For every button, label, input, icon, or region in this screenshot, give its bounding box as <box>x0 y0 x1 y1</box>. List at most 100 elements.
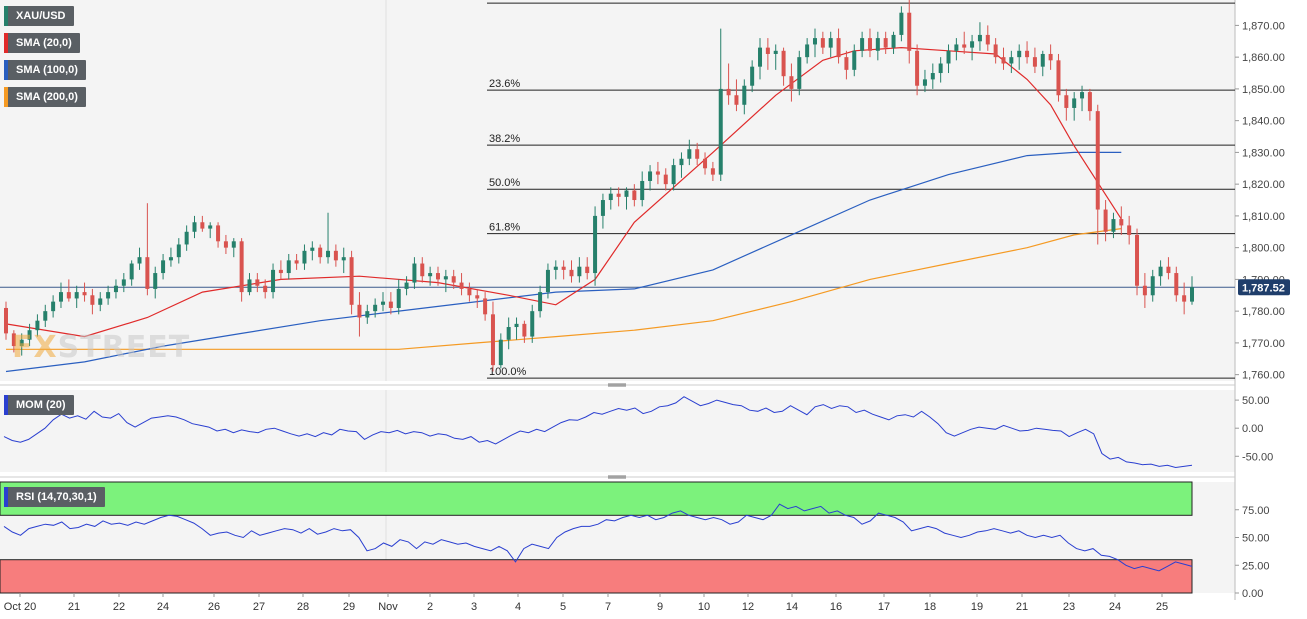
legend-mom[interactable]: MOM (20) <box>4 395 74 415</box>
candle-body <box>1119 219 1124 226</box>
candle-body <box>789 76 794 89</box>
candle-body <box>255 279 260 286</box>
legend-swatch-price <box>4 6 8 26</box>
fib-label: 23.6% <box>489 78 520 90</box>
y-tick-label: 1,800.00 <box>1242 243 1285 255</box>
candle-body <box>585 266 590 274</box>
y-tick-label: 1,870.00 <box>1242 20 1285 32</box>
candle-body <box>247 279 252 293</box>
fib-label: 38.2% <box>489 133 520 145</box>
candle-body <box>216 225 221 242</box>
candle-body <box>302 250 307 264</box>
candle-body <box>812 38 817 45</box>
candle-body <box>82 292 87 296</box>
y-tick-label: 1,820.00 <box>1242 179 1285 191</box>
rsi-y-tick-label: 25.00 <box>1242 560 1270 572</box>
legend-swatch-mom <box>4 395 8 415</box>
candle-body <box>1103 209 1108 232</box>
rsi-overbought-zone <box>0 481 1193 516</box>
candle-body <box>561 266 566 270</box>
candle-body <box>899 12 904 35</box>
candle-body <box>773 50 778 54</box>
candle-body <box>428 273 433 277</box>
y-tick-label: 1,850.00 <box>1242 84 1285 96</box>
candle-body <box>223 241 228 248</box>
candle-body <box>891 34 896 48</box>
x-tick-label: 26 <box>208 601 220 613</box>
rsi-y-tick-label: 0.00 <box>1242 588 1263 600</box>
candle-body <box>239 241 244 293</box>
candle-body <box>977 34 982 42</box>
candle-body <box>404 282 409 289</box>
legend-swatch-sma200 <box>4 87 8 107</box>
candle-body <box>1048 53 1053 61</box>
x-tick-label: 28 <box>297 601 309 613</box>
candle-body <box>640 180 645 201</box>
candle-body <box>734 95 739 105</box>
candle-body <box>443 276 448 280</box>
candle-body <box>797 57 802 89</box>
x-tick-label: 25 <box>1156 601 1168 613</box>
candle-body <box>1174 273 1179 296</box>
candle-body <box>153 273 158 289</box>
x-tick-label: 16 <box>830 601 842 613</box>
candle-body <box>1009 57 1014 64</box>
candle-body <box>1040 53 1045 67</box>
legend-sma200[interactable]: SMA (200,0) <box>4 87 86 107</box>
x-tick-label: 4 <box>515 601 521 613</box>
candle-body <box>867 38 872 51</box>
candle-body <box>435 273 440 280</box>
candle-body <box>58 292 63 302</box>
candle-body <box>263 285 268 293</box>
candle-body <box>993 44 998 58</box>
candle-body <box>836 38 841 58</box>
candle-body <box>208 225 213 229</box>
candle-body <box>679 158 684 166</box>
y-tick-label: 1,810.00 <box>1242 211 1285 223</box>
candle-body <box>593 215 598 274</box>
candle-body <box>420 263 425 277</box>
x-tick-label: Nov <box>378 601 398 613</box>
candle-body <box>671 165 676 185</box>
candle-body <box>1080 92 1085 99</box>
legend-sma20[interactable]: SMA (20,0) <box>4 33 80 53</box>
x-tick-label: 10 <box>698 601 710 613</box>
rsi-y-tick-label: 50.00 <box>1242 533 1270 545</box>
candle-body <box>915 50 920 86</box>
candle-body <box>90 295 95 305</box>
candle-body <box>703 158 708 169</box>
candle-body <box>1190 287 1194 302</box>
candle-body <box>451 276 456 283</box>
candle-body <box>475 295 480 299</box>
candle-body <box>184 231 189 245</box>
candle-body <box>946 50 951 64</box>
x-tick-label: 12 <box>742 601 754 613</box>
candle-body <box>1158 266 1163 277</box>
x-tick-label: 22 <box>113 601 125 613</box>
candle-body <box>326 250 331 258</box>
fib-label: 50.0% <box>489 177 520 189</box>
candle-body <box>1182 295 1187 302</box>
y-tick-label: 1,860.00 <box>1242 52 1285 64</box>
legend-rsi[interactable]: RSI (14,70,30,1) <box>4 487 105 507</box>
y-tick-label: 1,770.00 <box>1242 338 1285 350</box>
candle-body <box>538 292 543 312</box>
x-tick-label: 21 <box>1016 601 1028 613</box>
x-tick-label: 14 <box>786 601 798 613</box>
candle-body <box>396 288 401 308</box>
candle-body <box>750 66 755 86</box>
candle-body <box>1111 219 1116 232</box>
legend-sma100[interactable]: SMA (100,0) <box>4 60 86 80</box>
candle-body <box>27 330 32 340</box>
legend-xauusd[interactable]: XAU/USD <box>4 6 74 26</box>
candle-body <box>271 269 276 293</box>
candle-body <box>121 279 126 286</box>
x-tick-label: 2 <box>427 601 433 613</box>
candle-body <box>1166 266 1171 274</box>
candle-body <box>129 263 134 280</box>
rsi-oversold-zone <box>0 559 1193 594</box>
candle-body <box>490 314 495 366</box>
x-tick-label: 5 <box>560 601 566 613</box>
fxstreet-watermark: FXSTREET <box>12 330 191 365</box>
